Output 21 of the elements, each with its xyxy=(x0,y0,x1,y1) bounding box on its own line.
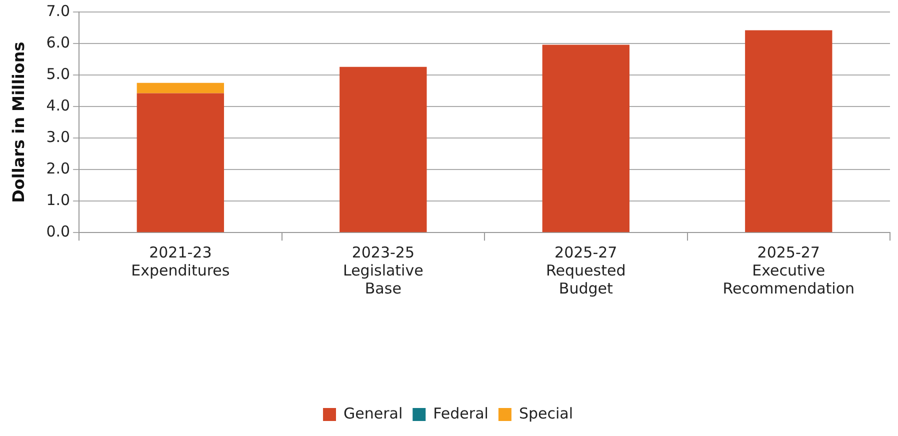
y-tick-label: 0.0 xyxy=(46,222,70,240)
y-tick-label: 7.0 xyxy=(46,2,70,20)
bar xyxy=(136,82,224,94)
legend-label: General xyxy=(344,404,403,422)
x-tick-label: 2025-27 Requested Budget xyxy=(546,243,626,298)
bar xyxy=(542,44,630,232)
bar xyxy=(340,66,427,232)
y-tick-label: 5.0 xyxy=(46,64,70,83)
bar xyxy=(745,30,832,232)
y-tick-label: 2.0 xyxy=(46,159,70,178)
y-tick-label: 3.0 xyxy=(46,128,70,146)
bar xyxy=(136,93,224,232)
y-tick-label: 4.0 xyxy=(46,96,70,114)
y-tick-label: 6.0 xyxy=(46,33,70,52)
legend-label: Special xyxy=(518,404,573,422)
x-tick-label: 2023-25 Legislative Base xyxy=(342,243,424,298)
y-tick-label: 1.0 xyxy=(46,190,70,209)
x-tick-label: 2021-23 Expenditures xyxy=(131,243,230,280)
legend-label: Federal xyxy=(433,404,488,422)
y-axis-title: Dollars in Millions xyxy=(8,42,28,203)
x-tick-label: 2025-27 Executive Recommendation xyxy=(722,243,855,298)
